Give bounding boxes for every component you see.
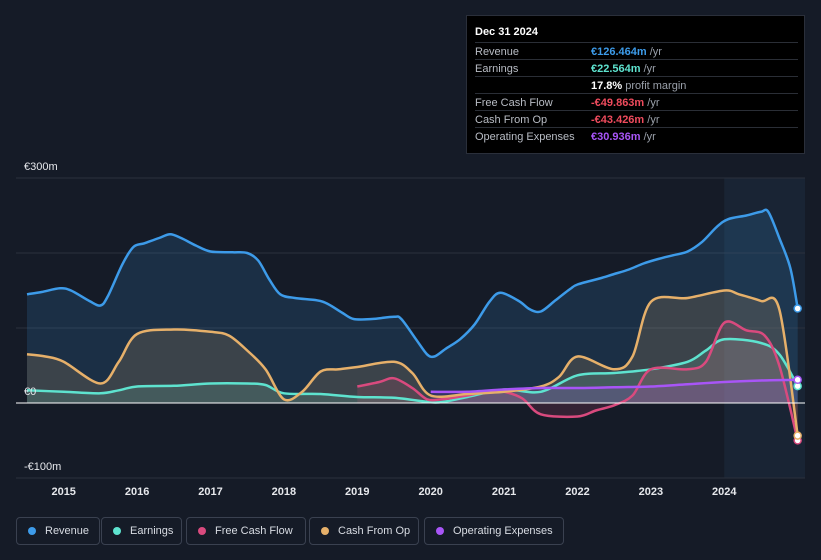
tooltip-label: Free Cash Flow [475, 97, 553, 109]
tooltip-date: Dec 31 2024 [475, 26, 538, 38]
x-tick-label: 2017 [198, 486, 222, 498]
legend-item-free-cash-flow[interactable]: Free Cash Flow [186, 517, 306, 545]
tooltip-unit: /yr [643, 63, 656, 75]
legend-dot-icon [113, 527, 121, 535]
area-revenue [27, 209, 798, 403]
series-lines [26, 208, 799, 441]
end-marker-cash-from-op [793, 431, 802, 440]
end-marker-operating-expenses [793, 375, 802, 385]
tooltip-value: 17.8% profit margin [591, 80, 687, 92]
tooltip-row-profit-margin: 17.8% profit margin [475, 76, 798, 94]
end-marker-revenue [793, 304, 802, 313]
tooltip-label: Revenue [475, 46, 520, 58]
tooltip-label: Cash From Op [475, 114, 548, 126]
tooltip-value: €22.564m /yr [591, 63, 656, 75]
legend-dot-icon [28, 527, 36, 535]
tooltip-row-revenue: Revenue €126.464m /yr [475, 42, 798, 60]
x-tick-label: 2019 [345, 486, 369, 498]
x-tick-label: 2023 [639, 486, 663, 498]
line-free-cash-flow [357, 320, 799, 441]
y-tick-label: €0 [24, 386, 36, 398]
legend-item-earnings[interactable]: Earnings [101, 517, 182, 545]
legend-dot-icon [436, 527, 444, 535]
y-tick-label: €300m [24, 161, 58, 173]
legend-label: Free Cash Flow [215, 525, 293, 537]
legend-label: Operating Expenses [453, 525, 553, 537]
legend-dot-icon [321, 527, 329, 535]
tooltip-unit: /yr [647, 97, 660, 109]
tooltip-value: €126.464m /yr [591, 46, 662, 58]
series-end-markers [793, 304, 802, 445]
legend-dot-icon [198, 527, 206, 535]
x-tick-label: 2018 [272, 486, 296, 498]
x-axis: 2015 2016 2017 2018 2019 2020 2021 2022 2023 2024 [51, 486, 737, 498]
y-axis: €300m €0 -€100m [24, 161, 61, 473]
legend-label: Revenue [45, 525, 90, 537]
y-tick-label: -€100m [24, 461, 61, 473]
tooltip-value: -€43.426m /yr [591, 114, 660, 126]
x-tick-label: 2022 [565, 486, 589, 498]
x-tick-label: 2021 [492, 486, 516, 498]
tooltip-row-earnings: Earnings €22.564m /yr [475, 59, 798, 77]
tooltip-label: Earnings [475, 63, 519, 75]
line-earnings [26, 337, 799, 404]
gridlines [16, 177, 805, 479]
legend-item-cash-from-op[interactable]: Cash From Op [309, 517, 419, 545]
tooltip-value: €30.936m /yr [591, 131, 656, 143]
area-cash-from-op [27, 290, 798, 436]
line-cash-from-op [26, 289, 799, 436]
legend-item-revenue[interactable]: Revenue [16, 517, 100, 545]
legend-label: Earnings [130, 525, 174, 537]
tooltip-unit: /yr [647, 114, 660, 126]
tooltip-label: Operating Expenses [475, 131, 575, 143]
line-revenue [26, 208, 799, 359]
tooltip-unit: /yr [649, 46, 662, 58]
x-tick-label: 2016 [125, 486, 149, 498]
tooltip-unit: profit margin [625, 80, 687, 92]
tooltip-unit: /yr [643, 131, 656, 143]
legend-label: Cash From Op [338, 525, 411, 537]
tooltip-value: -€49.863m /yr [591, 97, 660, 109]
x-tick-label: 2015 [51, 486, 75, 498]
tooltip-row-operating-expenses: Operating Expenses €30.936m /yr [475, 127, 798, 145]
tooltip-row-cash-from-op: Cash From Op -€43.426m /yr [475, 110, 798, 128]
legend-item-operating-expenses[interactable]: Operating Expenses [424, 517, 564, 545]
line-operating-expenses [430, 378, 798, 394]
x-tick-label: 2024 [712, 486, 737, 498]
tooltip-panel: Dec 31 2024 Revenue €126.464m /yr Earnings… [466, 15, 805, 154]
area-free-cash-flow [357, 321, 798, 441]
x-tick-label: 2020 [418, 486, 442, 498]
tooltip-row-free-cash-flow: Free Cash Flow -€49.863m /yr [475, 93, 798, 111]
